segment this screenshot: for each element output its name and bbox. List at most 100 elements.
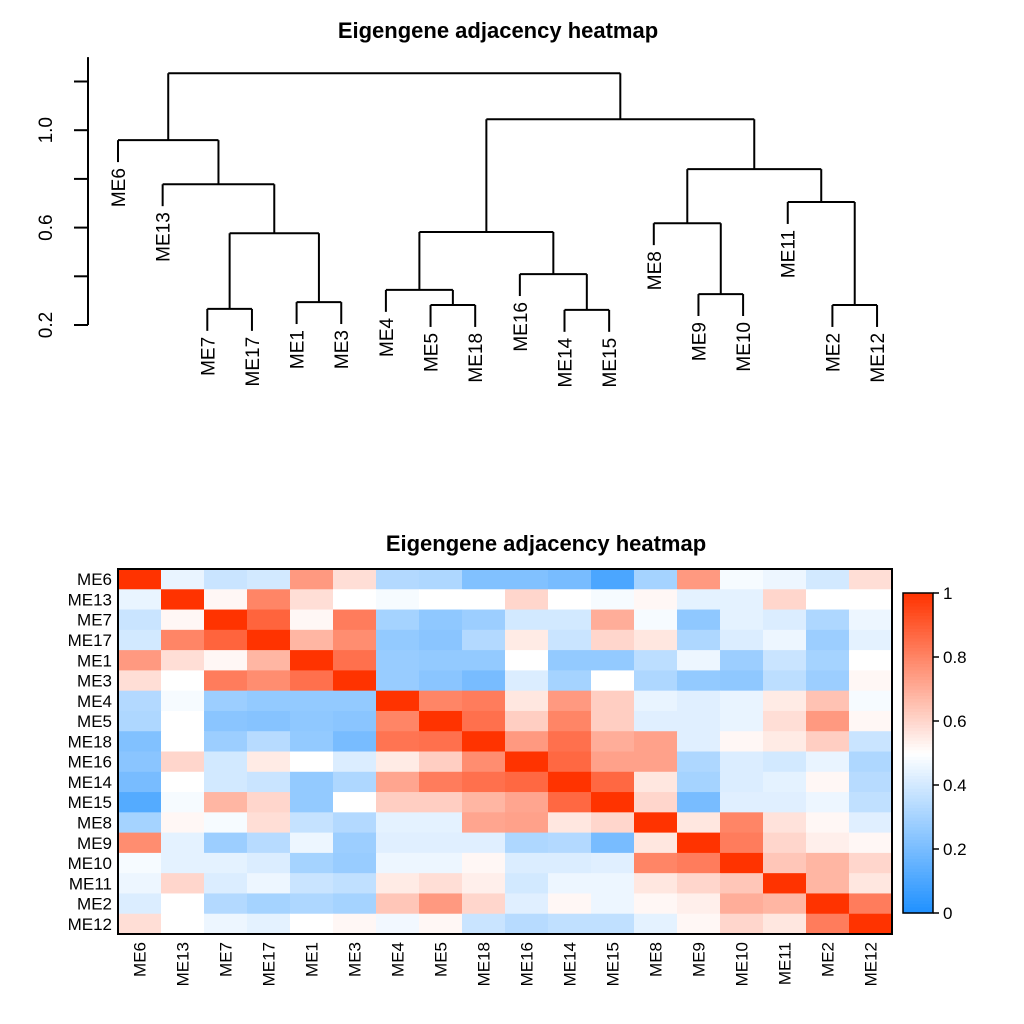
colorbar-segment xyxy=(903,788,933,792)
colorbar-segment xyxy=(903,647,933,652)
heatmap-cell xyxy=(634,913,678,935)
heatmap-cell xyxy=(806,629,850,651)
heatmap-cell xyxy=(462,690,506,712)
heatmap-cell xyxy=(806,569,850,590)
colorbar-segment xyxy=(903,717,933,722)
heatmap-cell xyxy=(849,812,893,834)
heatmap-cell xyxy=(161,650,205,671)
heatmap-cell xyxy=(720,792,764,813)
colorbar-segment xyxy=(903,737,933,741)
column-label: ME16 xyxy=(518,942,537,986)
colorbar-segment xyxy=(903,868,933,872)
heatmap-cell xyxy=(763,873,807,894)
colorbar-segment xyxy=(903,829,933,834)
heatmap-cell xyxy=(290,751,334,773)
leaf-label: ME16 xyxy=(511,302,532,352)
heatmap-cell xyxy=(419,609,463,631)
heatmap-cell xyxy=(161,832,205,854)
heatmap-cell xyxy=(591,629,635,651)
heatmap-cell xyxy=(591,893,635,915)
heatmap-cell xyxy=(118,913,162,935)
column-label: ME13 xyxy=(174,942,193,986)
heatmap-cell xyxy=(634,792,678,813)
heatmap-cell xyxy=(462,893,506,915)
colorbar-segment xyxy=(903,817,933,821)
heatmap-cell xyxy=(161,873,205,894)
colorbar-segment xyxy=(903,794,933,799)
heatmap-cell xyxy=(505,690,549,712)
colorbar-segment xyxy=(903,653,933,658)
heatmap-cell xyxy=(505,873,549,894)
heatmap-cell xyxy=(161,751,205,773)
heatmap-cell xyxy=(204,751,248,773)
heatmap-cell xyxy=(505,913,549,935)
row-label: ME12 xyxy=(68,915,112,934)
heatmap-cell xyxy=(462,569,506,590)
heatmap-cell xyxy=(505,893,549,915)
heatmap-cell xyxy=(505,812,549,834)
heatmap-cell xyxy=(806,690,850,712)
colorbar-segment xyxy=(903,650,933,655)
row-label: ME4 xyxy=(77,692,112,711)
heatmap-cell xyxy=(376,690,420,712)
heatmap-cell xyxy=(677,913,721,935)
heatmap-cell xyxy=(548,589,592,611)
heatmap-cell xyxy=(505,650,549,671)
heatmap-cell xyxy=(290,812,334,834)
heatmap-cell xyxy=(204,893,248,915)
column-label: ME8 xyxy=(647,942,666,977)
heatmap-cell xyxy=(591,913,635,935)
heatmap-cell xyxy=(118,771,162,793)
colorbar-segment xyxy=(903,701,933,706)
heatmap-cell xyxy=(548,609,592,631)
heatmap-cell xyxy=(505,731,549,752)
colorbar-segment xyxy=(903,676,933,680)
heatmap-cell xyxy=(763,812,807,834)
colorbar-tick-label: 0.2 xyxy=(943,840,967,859)
colorbar-segment xyxy=(903,714,933,719)
heatmap-cell xyxy=(376,812,420,834)
heatmap-cell xyxy=(763,832,807,854)
heatmap-cell xyxy=(548,731,592,752)
heatmap-cell xyxy=(419,670,463,692)
colorbar-tick-label: 0.4 xyxy=(943,776,967,795)
row-label: ME14 xyxy=(68,773,112,792)
heatmap-cell xyxy=(849,670,893,692)
colorbar-segment xyxy=(903,615,933,620)
heatmap-cell xyxy=(677,629,721,651)
heatmap-cell xyxy=(591,832,635,854)
heatmap-cell xyxy=(677,589,721,611)
colorbar-segment xyxy=(903,605,933,610)
heatmap-cell xyxy=(634,751,678,773)
heatmap-cell xyxy=(677,751,721,773)
heatmap-cell xyxy=(333,812,377,834)
colorbar-segment xyxy=(903,705,933,709)
leaf-label: ME4 xyxy=(377,317,398,357)
heatmap-cell xyxy=(677,710,721,732)
column-label: ME2 xyxy=(819,942,838,977)
colorbar-segment xyxy=(903,657,933,661)
heatmap-cell xyxy=(419,731,463,752)
heatmap-cell xyxy=(118,710,162,732)
heatmap-cell xyxy=(462,873,506,894)
colorbar-segment xyxy=(903,708,933,712)
colorbar-segment xyxy=(903,727,933,732)
heatmap-cell xyxy=(849,690,893,712)
column-label: ME10 xyxy=(733,942,752,986)
column-label: ME7 xyxy=(217,942,236,977)
heatmap-cell xyxy=(333,710,377,732)
heatmap-cell xyxy=(333,852,377,874)
colorbar-segment xyxy=(903,781,933,786)
heatmap-cell xyxy=(290,771,334,793)
colorbar-segment xyxy=(903,609,933,613)
row-label: ME8 xyxy=(77,813,112,832)
heatmap-cell xyxy=(333,569,377,590)
heatmap-cell xyxy=(290,913,334,935)
colorbar-segment xyxy=(903,826,933,831)
heatmap-cell xyxy=(419,771,463,793)
heatmap-cell xyxy=(118,812,162,834)
heatmap-cell xyxy=(204,812,248,834)
heatmap-cell xyxy=(333,873,377,894)
heatmap-cell xyxy=(204,569,248,590)
heatmap-cell xyxy=(634,812,678,834)
